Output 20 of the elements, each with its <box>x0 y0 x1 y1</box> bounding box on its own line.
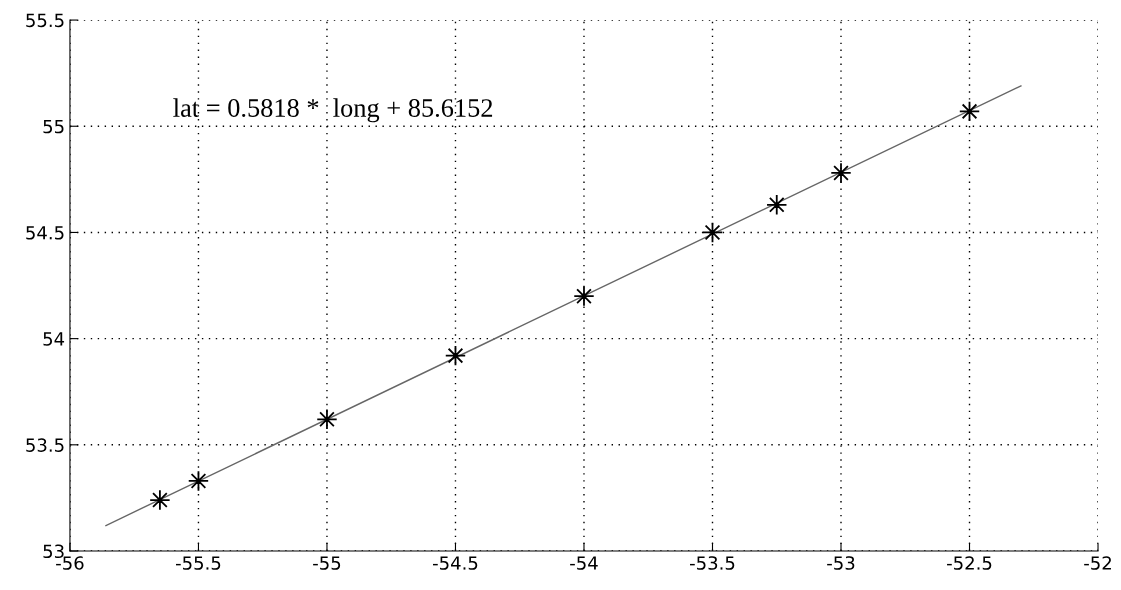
x-tick-label: -52 <box>1084 556 1111 570</box>
x-tick-label: -55 <box>313 556 341 570</box>
x-tick-label: -55.5 <box>175 556 221 570</box>
y-tick-label: 53 <box>43 544 64 559</box>
x-tick-label: -53 <box>827 556 855 570</box>
y-tick-label: 53.5 <box>26 438 64 452</box>
x-tick-label: -56 <box>56 556 84 570</box>
point <box>766 194 788 216</box>
y-tick-label: 54 <box>43 332 65 346</box>
x-tick-label: -52.5 <box>947 556 992 570</box>
y-tick-label: 55.5 <box>26 13 64 28</box>
annotation: lat = 0.5818 * long + 85.6152 <box>173 98 493 123</box>
point <box>149 489 171 511</box>
x-tick-label: -53.5 <box>690 556 735 570</box>
y-tick-label: 54.5 <box>26 226 64 240</box>
x-tick-label: -54 <box>570 556 598 570</box>
x-tick-label: -54.5 <box>433 556 478 570</box>
point <box>830 162 852 184</box>
y-tick-label: 55 <box>43 119 64 134</box>
point <box>573 285 595 307</box>
